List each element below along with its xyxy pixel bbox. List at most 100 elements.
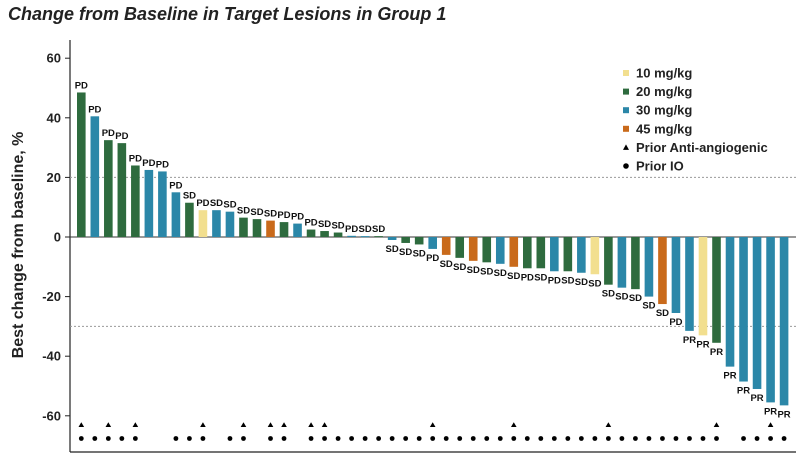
- prior-io-marker: [92, 436, 98, 441]
- prior-io-marker: [308, 436, 314, 441]
- bar: [252, 219, 262, 237]
- response-label: SD: [480, 266, 493, 277]
- bar: [374, 236, 383, 238]
- response-label: PR: [683, 335, 696, 346]
- response-label: PR: [710, 347, 723, 358]
- response-label: PD: [75, 80, 88, 91]
- response-label: PD: [304, 218, 317, 229]
- response-label: PD: [142, 158, 155, 169]
- bar: [522, 237, 532, 269]
- bar: [360, 236, 370, 238]
- legend-swatch: [623, 88, 629, 95]
- bar: [671, 237, 681, 313]
- anti-angiogenic-marker: [321, 422, 328, 427]
- y-tick-label: -60: [42, 408, 61, 423]
- prior-io-marker: [376, 436, 382, 441]
- bar: [320, 231, 329, 237]
- prior-io-marker: [227, 436, 233, 441]
- response-label: PR: [750, 393, 763, 404]
- prior-therapy-markers: [78, 422, 787, 441]
- response-label: SD: [575, 277, 588, 288]
- response-label: SD: [183, 191, 196, 202]
- response-label: SD: [359, 224, 372, 235]
- prior-io-marker: [119, 436, 125, 441]
- bar: [77, 92, 86, 237]
- y-axis-label: Best change from baseline, %: [10, 132, 27, 359]
- prior-io-marker: [281, 436, 287, 441]
- response-label: SD: [386, 244, 399, 255]
- response-label: SD: [588, 278, 601, 289]
- response-label: PD: [129, 153, 142, 164]
- anti-angiogenic-marker: [767, 422, 774, 427]
- response-label: PD: [102, 128, 115, 139]
- legend-label: Prior IO: [636, 159, 684, 174]
- chart-title: Change from Baseline in Target Lesions i…: [8, 4, 447, 24]
- response-label: PD: [548, 275, 561, 286]
- bar: [698, 237, 708, 336]
- anti-angiogenic-marker: [308, 422, 314, 427]
- legend-label: 20 mg/kg: [636, 84, 692, 99]
- prior-io-marker: [578, 436, 584, 441]
- response-label: PD: [88, 104, 101, 115]
- bar: [239, 217, 248, 237]
- bar: [414, 237, 424, 245]
- response-label: SD: [210, 198, 223, 209]
- anti-angiogenic-marker: [132, 422, 139, 427]
- anti-angiogenic-marker: [605, 422, 612, 427]
- response-label: PD: [521, 272, 534, 283]
- response-label: PR: [777, 409, 790, 420]
- anti-angiogenic-marker: [78, 422, 85, 427]
- legend: 10 mg/kg 20 mg/kg 30 mg/kg 45 mg/kg Prior An…: [623, 66, 768, 174]
- prior-io-marker: [700, 436, 706, 441]
- response-label: SD: [318, 219, 331, 230]
- prior-io-marker: [687, 436, 692, 441]
- bar: [685, 237, 694, 331]
- legend-label: 30 mg/kg: [636, 103, 692, 118]
- legend-swatch: [623, 107, 629, 114]
- response-label: SD: [440, 259, 453, 270]
- bar: [658, 237, 667, 305]
- response-label: PD: [196, 198, 209, 209]
- bar: [306, 229, 316, 237]
- prior-io-marker: [403, 436, 409, 441]
- response-label: SD: [602, 289, 615, 300]
- prior-io-marker: [132, 436, 138, 441]
- bar: [131, 165, 140, 237]
- bar: [712, 237, 721, 343]
- response-label: PD: [156, 159, 169, 170]
- response-label: SD: [656, 308, 669, 319]
- response-label: SD: [223, 200, 236, 211]
- anti-angiogenic-marker: [267, 422, 274, 427]
- response-label: PR: [696, 339, 709, 350]
- prior-io-marker: [322, 436, 327, 441]
- bar: [333, 232, 343, 237]
- anti-angiogenic-marker: [200, 422, 206, 427]
- prior-io-marker: [605, 436, 611, 441]
- anti-angiogenic-marker: [429, 422, 436, 427]
- response-label: SD: [494, 268, 507, 279]
- response-label: SD: [399, 247, 412, 258]
- prior-io-marker: [200, 436, 206, 441]
- bar: [104, 140, 113, 237]
- anti-angiogenic-marker: [240, 422, 247, 427]
- response-label: PD: [115, 131, 128, 142]
- response-label: PD: [291, 212, 304, 223]
- bar: [725, 237, 735, 367]
- response-label: SD: [372, 224, 385, 235]
- prior-io-marker: [187, 436, 192, 441]
- prior-io-marker: [619, 436, 625, 441]
- response-label: SD: [642, 301, 655, 312]
- bar: [266, 220, 275, 237]
- response-label: SD: [467, 265, 480, 276]
- prior-io-marker: [173, 436, 179, 441]
- legend-label: 45 mg/kg: [636, 121, 692, 136]
- bar: [158, 171, 167, 237]
- anti-angiogenic-marker: [510, 422, 517, 427]
- prior-io-marker: [335, 436, 341, 441]
- response-label: PD: [277, 210, 290, 221]
- prior-io-marker: [633, 436, 638, 441]
- prior-io-marker: [781, 436, 787, 441]
- bar: [293, 223, 302, 237]
- y-tick-label: 40: [47, 110, 61, 125]
